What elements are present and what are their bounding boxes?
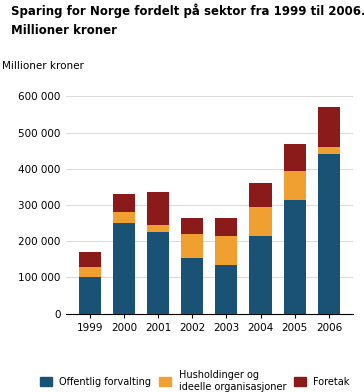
Bar (181, 218, 203, 234)
Bar (113, 223, 135, 314)
Bar (284, 171, 306, 200)
Legend: Offentlig forvalting, Husholdinger og
ideelle organisasjoner, Foretak: Offentlig forvalting, Husholdinger og id… (40, 370, 350, 392)
Bar (318, 147, 340, 154)
Bar (147, 232, 169, 314)
Bar (284, 143, 306, 171)
Bar (181, 258, 203, 314)
Bar (113, 194, 135, 212)
Bar (181, 234, 203, 258)
Bar (249, 183, 272, 207)
Bar (79, 267, 101, 278)
Bar (249, 207, 272, 236)
Bar (215, 218, 237, 236)
Bar (147, 192, 169, 225)
Text: Sparing for Norge fordelt på sektor fra 1999 til 2006.: Sparing for Norge fordelt på sektor fra … (11, 4, 364, 18)
Bar (284, 200, 306, 314)
Text: Millioner kroner: Millioner kroner (11, 24, 117, 36)
Bar (79, 252, 101, 267)
Bar (215, 236, 237, 265)
Bar (79, 278, 101, 314)
Bar (113, 212, 135, 223)
Bar (249, 236, 272, 314)
Text: Millioner kroner: Millioner kroner (2, 61, 84, 71)
Bar (318, 107, 340, 147)
Bar (318, 154, 340, 314)
Bar (215, 265, 237, 314)
Bar (147, 225, 169, 232)
